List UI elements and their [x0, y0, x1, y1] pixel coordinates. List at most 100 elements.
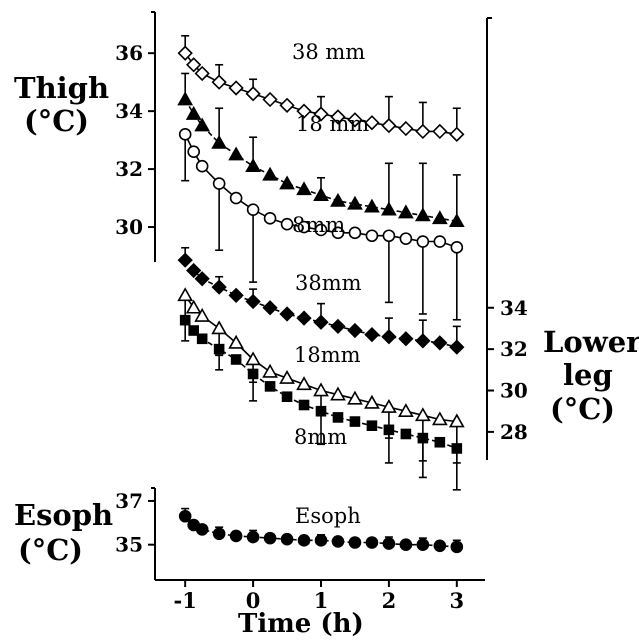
- thigh-data-point: [415, 123, 431, 140]
- thigh-data-point: [364, 115, 380, 131]
- thigh-data-point: [330, 192, 346, 207]
- esoph-data-point: [416, 538, 430, 551]
- lower_leg-data-point: [313, 314, 329, 330]
- lower_leg-data-point: [177, 252, 193, 268]
- thigh-data-point: [194, 117, 211, 132]
- lower_leg-data-point: [230, 354, 242, 365]
- thigh-data-point: [211, 74, 227, 90]
- thigh-data-point: [262, 166, 278, 181]
- esoph-data-point: [297, 534, 311, 547]
- thigh-data-point: [450, 241, 464, 254]
- esoph-data-point: [433, 539, 447, 553]
- thigh-data-point: [177, 91, 194, 106]
- esoph-data-point: [246, 530, 260, 544]
- thigh-axis-label-line1: Thigh: [14, 71, 109, 105]
- lower_leg-data-point: [313, 382, 329, 397]
- thigh-data-point: [381, 117, 397, 134]
- thigh-data-point: [448, 213, 465, 228]
- esoph-data-point: [280, 532, 294, 546]
- thigh-data-point: [177, 45, 193, 61]
- thigh-data-point: [195, 159, 209, 173]
- lower_leg-data-point: [398, 403, 414, 418]
- thigh-data-point: [313, 106, 329, 122]
- lower_leg-data-point: [185, 299, 202, 314]
- esoph-y-tick-label: 35: [115, 533, 143, 557]
- esoph-data-point: [314, 534, 328, 547]
- thigh-data-point: [399, 232, 413, 245]
- lower_leg-data-point: [417, 432, 429, 444]
- thigh-y-tick-label: 30: [115, 215, 143, 239]
- lower_leg-data-point: [448, 413, 465, 428]
- thigh-data-point: [245, 158, 261, 172]
- lower_leg-data-point: [347, 322, 363, 339]
- thigh-data-point: [398, 120, 414, 137]
- lower_leg-data-point: [349, 416, 361, 427]
- thigh-y-tick-label: 32: [115, 157, 143, 181]
- thigh-data-point: [187, 145, 200, 159]
- lower_leg-data-point: [262, 300, 278, 316]
- thigh-data-point: [432, 123, 448, 140]
- esoph-data-point: [178, 509, 192, 523]
- lower-leg-axis-label-line2: leg: [563, 358, 613, 392]
- esoph-data-point: [399, 538, 413, 551]
- thigh-data-point: [449, 126, 465, 142]
- lower_leg-data-point: [332, 412, 344, 423]
- thigh-data-point: [279, 175, 295, 190]
- thigh-data-point: [212, 177, 226, 190]
- thigh-data-point: [263, 212, 277, 225]
- thigh-data-point: [296, 181, 312, 196]
- lower_leg-data-point: [281, 391, 293, 403]
- lower_leg-data-point: [264, 381, 276, 392]
- lower_leg-data-point: [431, 411, 448, 426]
- lower_leg-data-point: [415, 333, 431, 349]
- thigh-data-point: [398, 204, 414, 219]
- thigh-data-point: [331, 226, 345, 240]
- thigh-data-point: [297, 220, 311, 234]
- lower_leg-data-point: [381, 329, 397, 345]
- x-tick-label: 2: [382, 588, 397, 613]
- thigh-data-point: [279, 97, 295, 113]
- esoph-data-point: [382, 537, 396, 550]
- lower_leg-data-point: [279, 306, 295, 322]
- lower_leg-data-point: [262, 363, 278, 378]
- lower_leg-y-tick-label: 30: [500, 379, 528, 403]
- thigh-data-point: [330, 109, 346, 125]
- esoph-series-label: Esoph: [295, 504, 361, 528]
- lower_leg-data-point: [194, 271, 210, 287]
- lower_leg-data-point: [211, 279, 227, 295]
- tick-labels: -1 0 1 2 3 36 34 32 30 34 32 30 28 37 35 38 mm 18 mm 8mm 3…: [115, 40, 528, 613]
- lower_leg-y-tick-label: 28: [500, 420, 528, 444]
- x-tick-label: -1: [174, 588, 197, 613]
- x-tick-label: 1: [314, 588, 329, 613]
- thigh-data-point: [211, 134, 228, 149]
- lower_leg-data-point: [188, 325, 199, 336]
- lower_leg-data-point: [296, 310, 312, 326]
- thigh-data-point: [280, 217, 294, 231]
- x-tick-label: 0: [246, 588, 261, 613]
- lower_leg-data-point: [315, 405, 327, 417]
- lower_leg-data-point: [177, 287, 194, 302]
- lower_leg-data-point: [247, 368, 259, 380]
- thigh-data-point: [296, 103, 312, 119]
- lower_leg-data-point: [451, 443, 463, 454]
- esoph-data-point: [348, 536, 362, 549]
- lower_leg-series-label: 38mm: [295, 271, 362, 295]
- thigh-data-point: [228, 80, 244, 96]
- thigh-data-point: [364, 198, 380, 213]
- thigh-axis-label-line2: (°C): [24, 104, 89, 138]
- esoph-data-point: [331, 535, 345, 548]
- thigh-data-point: [431, 210, 448, 225]
- lower_leg-data-point: [364, 327, 380, 343]
- thigh-data-point: [381, 201, 397, 216]
- lower_leg-data-point: [211, 320, 228, 335]
- esoph-data-point: [229, 529, 243, 543]
- axes: [148, 11, 494, 587]
- esoph-data-point: [450, 540, 464, 554]
- lower_leg-data-point: [179, 314, 191, 326]
- lower_leg-data-point: [398, 331, 414, 347]
- lower_leg-y-tick-label: 32: [500, 337, 528, 361]
- thigh-data-point: [229, 191, 243, 205]
- esoph-data-point: [365, 536, 379, 549]
- lower_leg-data-point: [449, 339, 465, 355]
- lower_leg-data-point: [366, 420, 378, 431]
